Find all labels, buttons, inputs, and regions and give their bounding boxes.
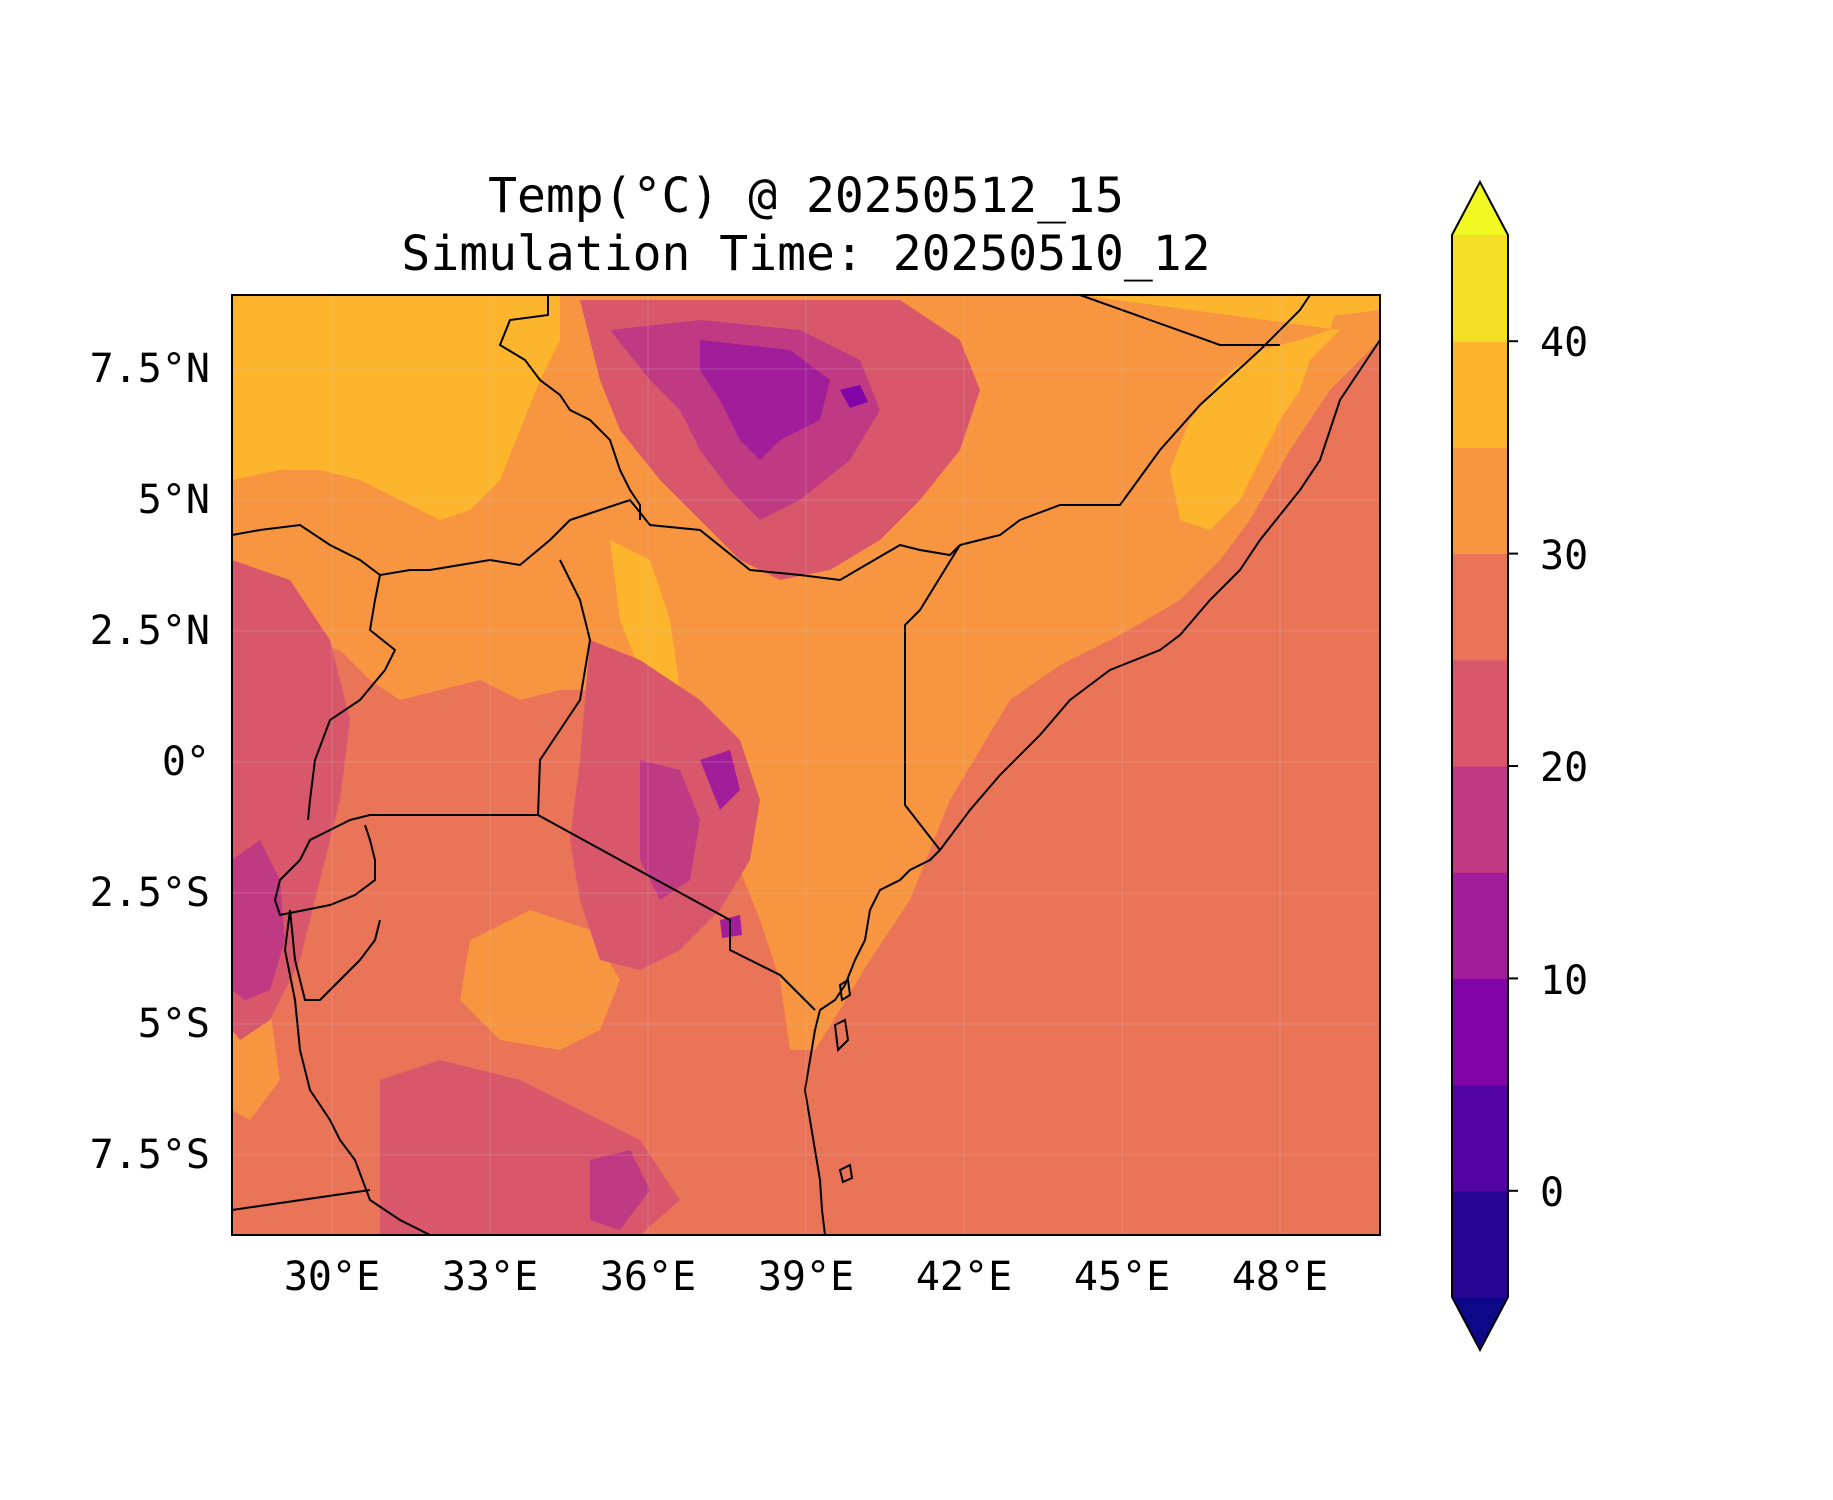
colorbar-segment <box>1452 1190 1508 1298</box>
lon-tick-label: 45°E <box>1074 1254 1170 1300</box>
colorbar-segment <box>1452 978 1508 1086</box>
colorbar-segment <box>1452 766 1508 873</box>
band-15-20-south <box>590 1150 650 1230</box>
lon-tick-label: 39°E <box>758 1254 854 1300</box>
lat-tick-label: 2.5°N <box>90 608 210 654</box>
border-lake-tanganyika <box>283 909 431 1235</box>
colorbar <box>1451 179 1518 1353</box>
lon-tick-label: 33°E <box>442 1254 538 1300</box>
title-line-2: Simulation Time: 20250510_12 <box>401 226 1210 282</box>
colorbar-tick-label: 10 <box>1540 958 1588 1004</box>
band-5-10-peak <box>840 385 868 408</box>
band-35-40-coast-patch <box>1170 295 1380 320</box>
band-35-40-north-east <box>1080 295 1340 530</box>
lon-tick-label: 36°E <box>600 1254 696 1300</box>
lon-tick-label: 48°E <box>1232 1254 1328 1300</box>
pemba <box>838 978 852 1002</box>
lat-tick-label: 5°S <box>138 1001 210 1047</box>
colorbar-segment <box>1452 341 1508 448</box>
colorbar-segment <box>1452 447 1508 555</box>
lat-tick-label: 7.5°N <box>90 346 210 392</box>
colorbar-tick-label: 40 <box>1540 320 1588 366</box>
border-somalia-north <box>1079 295 1280 346</box>
lat-tick-labels: 7.5°N 5°N 2.5°N 0° 2.5°S 5°S 7.5°S <box>90 346 210 1178</box>
band-30-35-south <box>460 910 620 1050</box>
colorbar-extend-max <box>1452 182 1508 235</box>
border-kenya-tanzania <box>537 814 816 1011</box>
lon-tick-label: 42°E <box>916 1254 1012 1300</box>
map-frame <box>231 294 1381 1236</box>
colorbar-segment <box>1452 235 1508 342</box>
colorbar-outline <box>1451 179 1509 1353</box>
colorbar-tick-label: 20 <box>1540 745 1588 791</box>
border-ethiopia-somalia <box>959 295 1311 546</box>
title-line-1: Temp(°C) @ 20250512_15 <box>488 168 1124 224</box>
country-borders <box>232 295 1380 1235</box>
lat-tick-label: 5°N <box>138 477 210 523</box>
zanzibar <box>833 1018 850 1053</box>
border-tanzania-west <box>289 909 381 1001</box>
border-south-sudan-kenya <box>232 498 961 582</box>
colorbar-extend-min <box>1452 1297 1508 1350</box>
gridlines <box>232 295 1380 1235</box>
border-kenya-somalia <box>904 544 961 851</box>
coastline <box>803 849 941 1235</box>
band-15-20-west <box>232 840 285 1000</box>
border-rwanda-burundi <box>273 819 376 917</box>
band-15-20-rift <box>640 760 700 900</box>
lon-tick-label: 30°E <box>284 1254 380 1300</box>
band-10-15-kenya <box>700 750 740 810</box>
border-zambia <box>232 1189 371 1211</box>
colorbar-ticks: 0 10 20 30 40 <box>1540 320 1588 1216</box>
border-sudan-ethiopia <box>498 295 641 520</box>
band-10-15-ethiopia <box>700 340 830 460</box>
colorbar-segment <box>1452 872 1508 979</box>
lat-tick-label: 2.5°S <box>90 870 210 916</box>
lon-tick-labels: 30°E 33°E 36°E 39°E 42°E 45°E 48°E <box>284 1254 1328 1300</box>
colorbar-segment <box>1452 1084 1508 1192</box>
lat-tick-label: 7.5°S <box>90 1132 210 1178</box>
band-30-35-north <box>232 295 1380 1050</box>
colorbar-segment <box>1452 659 1508 767</box>
lat-tick-label: 0° <box>162 739 210 785</box>
map-panel <box>232 295 1380 1235</box>
band-35-40-north-west <box>232 295 560 520</box>
mafia <box>838 1163 854 1184</box>
colorbar-tick-label: 0 <box>1540 1170 1564 1216</box>
colorbar-tick-label: 30 <box>1540 533 1588 579</box>
border-uganda <box>349 559 592 821</box>
coastline-somalia <box>939 339 1380 851</box>
colorbar-segment <box>1452 553 1508 661</box>
border-uganda-west <box>307 574 397 821</box>
